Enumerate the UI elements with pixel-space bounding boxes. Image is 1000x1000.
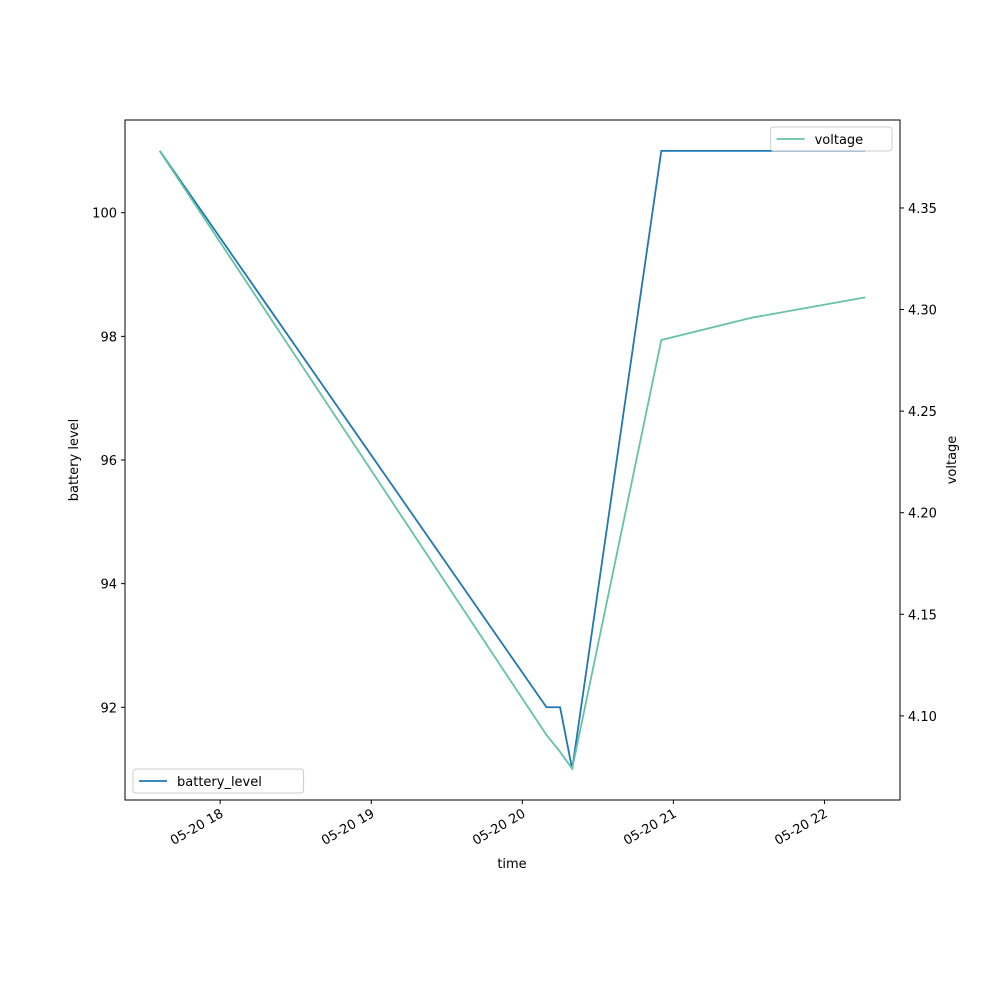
x-tick-label: 05-20 22 — [772, 806, 830, 848]
series-line — [159, 150, 866, 770]
y2-axis-label: voltage — [945, 436, 960, 485]
x-tick-label: 05-20 21 — [621, 806, 679, 848]
x-tick-label: 05-20 20 — [470, 806, 528, 848]
y2-tick-label: 4.20 — [908, 507, 937, 522]
x-axis-label: time — [497, 857, 526, 872]
y-tick-label: 92 — [100, 701, 117, 716]
x-tick-label: 05-20 19 — [319, 806, 377, 848]
x-tick-label: 05-20 18 — [168, 806, 226, 848]
legend-box — [132, 768, 305, 794]
plot-frame — [124, 119, 901, 801]
y-axis-label: battery level — [67, 419, 82, 502]
y2-tick-label: 4.30 — [908, 304, 937, 319]
y-tick-label: 100 — [92, 207, 117, 222]
y2-tick-label: 4.10 — [908, 710, 937, 725]
legend-label: voltage — [815, 133, 864, 148]
series-line — [158, 150, 866, 771]
y-tick-label: 96 — [100, 454, 117, 469]
y2-tick-label: 4.25 — [908, 405, 937, 420]
y-tick-label: 98 — [100, 330, 117, 345]
legend-label: battery_level — [177, 775, 262, 790]
legend-box — [770, 126, 893, 152]
y-tick-label: 94 — [100, 578, 117, 593]
y2-tick-label: 4.35 — [908, 202, 937, 217]
y2-tick-label: 4.15 — [908, 608, 937, 623]
